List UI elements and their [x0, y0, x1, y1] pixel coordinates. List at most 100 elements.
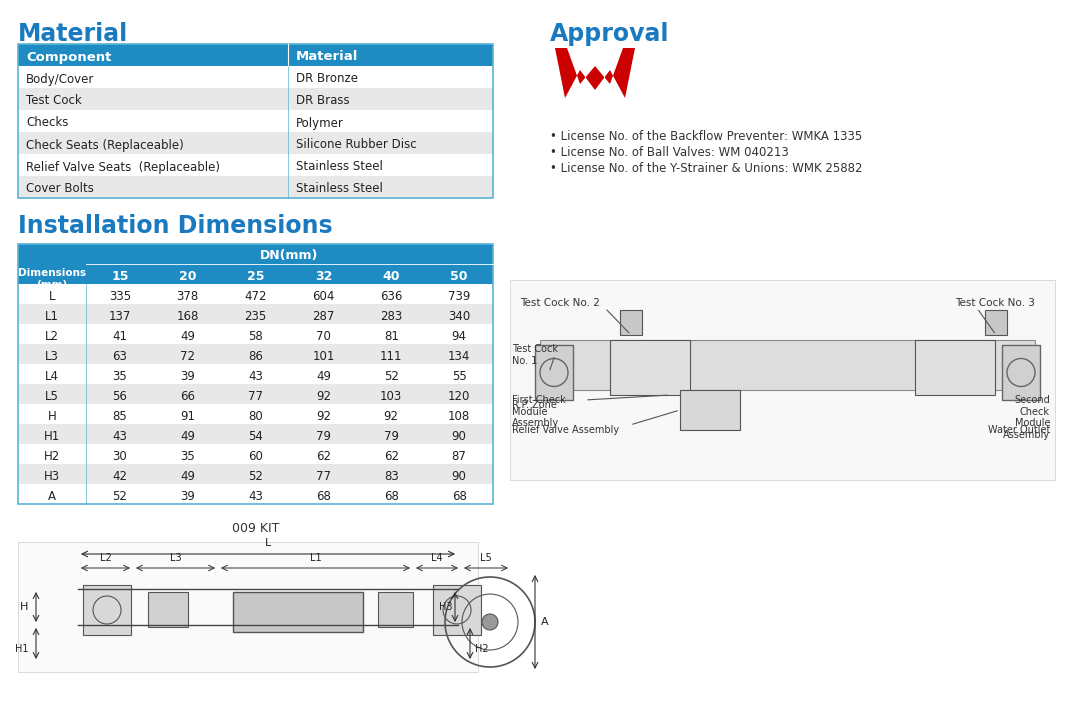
- Text: 101: 101: [312, 349, 335, 362]
- FancyBboxPatch shape: [18, 88, 493, 110]
- Text: 472: 472: [244, 289, 266, 302]
- Text: H: H: [19, 602, 28, 612]
- Text: Stainless Steel: Stainless Steel: [296, 160, 383, 173]
- Text: 111: 111: [380, 349, 402, 362]
- Text: 62: 62: [316, 449, 331, 463]
- Text: H3: H3: [439, 602, 452, 612]
- Text: 134: 134: [448, 349, 471, 362]
- Text: 68: 68: [452, 490, 467, 503]
- FancyBboxPatch shape: [18, 284, 493, 304]
- Text: 335: 335: [109, 289, 131, 302]
- FancyBboxPatch shape: [18, 132, 493, 154]
- Text: L3: L3: [170, 553, 181, 563]
- Polygon shape: [555, 48, 635, 98]
- Text: 287: 287: [312, 309, 335, 322]
- Text: L2: L2: [45, 329, 59, 342]
- Text: 87: 87: [452, 449, 467, 463]
- Text: • License No. of Ball Valves: WM 040213: • License No. of Ball Valves: WM 040213: [550, 146, 789, 159]
- Text: 43: 43: [112, 429, 127, 443]
- FancyBboxPatch shape: [18, 304, 493, 324]
- Text: 81: 81: [384, 329, 399, 342]
- FancyBboxPatch shape: [233, 592, 363, 632]
- Text: 43: 43: [248, 369, 263, 382]
- Text: 120: 120: [448, 389, 471, 403]
- Text: Material: Material: [18, 22, 128, 46]
- Text: 52: 52: [112, 490, 127, 503]
- Text: 92: 92: [316, 389, 331, 403]
- Text: 79: 79: [384, 429, 399, 443]
- Text: 56: 56: [112, 389, 127, 403]
- Text: Test Cock No. 2: Test Cock No. 2: [520, 298, 600, 308]
- Text: • License No. of the Y-Strainer & Unions: WMK 25882: • License No. of the Y-Strainer & Unions…: [550, 162, 862, 175]
- FancyBboxPatch shape: [18, 484, 493, 504]
- FancyBboxPatch shape: [540, 340, 1035, 390]
- Text: R.P. Zone: R.P. Zone: [513, 400, 556, 410]
- FancyBboxPatch shape: [18, 404, 493, 424]
- Text: 49: 49: [316, 369, 331, 382]
- Text: 35: 35: [112, 369, 127, 382]
- Text: 20: 20: [179, 270, 197, 282]
- Text: L5: L5: [45, 389, 59, 403]
- Text: L1: L1: [45, 309, 59, 322]
- Text: 52: 52: [384, 369, 399, 382]
- Text: Relief Valve Seats  (Replaceable): Relief Valve Seats (Replaceable): [26, 160, 220, 173]
- Text: L2: L2: [100, 553, 111, 563]
- FancyBboxPatch shape: [378, 592, 413, 627]
- Text: 54: 54: [248, 429, 263, 443]
- FancyBboxPatch shape: [148, 592, 188, 627]
- Text: Test Cock No. 3: Test Cock No. 3: [956, 298, 1035, 308]
- Text: 41: 41: [112, 329, 127, 342]
- Text: Second
Check
Module
Assembly: Second Check Module Assembly: [1003, 395, 1050, 440]
- Text: H: H: [48, 409, 57, 423]
- Text: DN(mm): DN(mm): [260, 250, 319, 262]
- Text: 009 KIT: 009 KIT: [232, 522, 279, 535]
- Text: DR Brass: DR Brass: [296, 95, 350, 108]
- Text: 340: 340: [448, 309, 470, 322]
- Text: Installation Dimensions: Installation Dimensions: [18, 214, 333, 238]
- Text: 378: 378: [177, 289, 199, 302]
- Text: 30: 30: [112, 449, 127, 463]
- Text: Checks: Checks: [26, 116, 68, 130]
- Text: 168: 168: [177, 309, 199, 322]
- Text: 91: 91: [180, 409, 195, 423]
- FancyBboxPatch shape: [18, 424, 493, 444]
- FancyBboxPatch shape: [18, 154, 493, 176]
- Text: Stainless Steel: Stainless Steel: [296, 183, 383, 195]
- FancyBboxPatch shape: [510, 280, 1055, 480]
- FancyBboxPatch shape: [620, 310, 642, 335]
- FancyBboxPatch shape: [985, 310, 1007, 335]
- Text: H1: H1: [44, 429, 60, 443]
- Text: L3: L3: [45, 349, 59, 362]
- Text: Cover Bolts: Cover Bolts: [26, 183, 94, 195]
- Text: First Check
Module
Assembly: First Check Module Assembly: [513, 395, 566, 429]
- Text: L1: L1: [309, 553, 321, 563]
- FancyBboxPatch shape: [18, 176, 493, 198]
- Text: Test Cock: Test Cock: [26, 95, 81, 108]
- FancyBboxPatch shape: [18, 344, 493, 364]
- FancyBboxPatch shape: [18, 244, 86, 284]
- Text: L: L: [49, 289, 56, 302]
- FancyBboxPatch shape: [83, 585, 131, 635]
- Text: 604: 604: [312, 289, 335, 302]
- Text: A: A: [541, 617, 549, 627]
- Text: 49: 49: [180, 469, 195, 483]
- Text: 72: 72: [180, 349, 195, 362]
- Text: 15: 15: [111, 270, 128, 282]
- Text: 85: 85: [112, 409, 127, 423]
- Text: L4: L4: [45, 369, 59, 382]
- Text: 43: 43: [248, 490, 263, 503]
- Text: Water Outlet: Water Outlet: [988, 425, 1050, 435]
- Text: 92: 92: [316, 409, 331, 423]
- Text: 49: 49: [180, 329, 195, 342]
- Text: Material: Material: [296, 51, 358, 63]
- FancyBboxPatch shape: [86, 264, 493, 284]
- Text: 83: 83: [384, 469, 399, 483]
- FancyBboxPatch shape: [86, 244, 493, 264]
- Text: Relief Valve Assembly: Relief Valve Assembly: [513, 425, 620, 435]
- Text: 283: 283: [380, 309, 402, 322]
- FancyBboxPatch shape: [1002, 345, 1040, 400]
- FancyBboxPatch shape: [915, 340, 995, 395]
- Text: 66: 66: [180, 389, 195, 403]
- Text: • License No. of the Backflow Preventer: WMKA 1335: • License No. of the Backflow Preventer:…: [550, 130, 862, 143]
- Text: L4: L4: [431, 553, 443, 563]
